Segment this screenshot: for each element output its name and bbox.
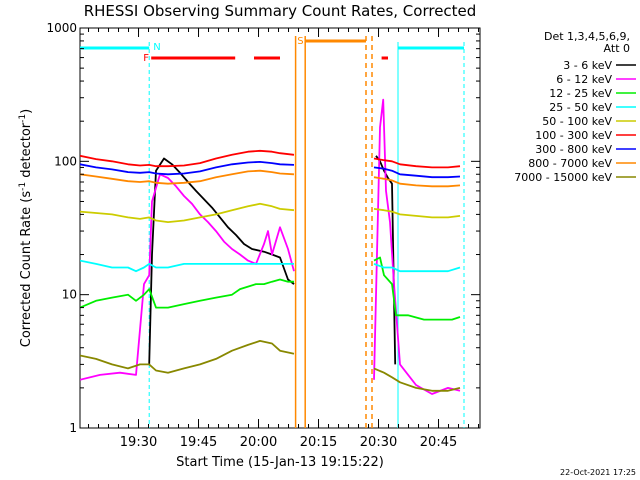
legend-label: 300 - 800 keV bbox=[535, 143, 612, 156]
y-axis-label-part1: Corrected Count Rate (s bbox=[19, 191, 34, 348]
x-axis: 19:30 19:45 20:00 20:15 20:30 20:45 bbox=[88, 28, 480, 450]
x-axis-label: Start Time (15-Jan-13 19:15:22) bbox=[176, 455, 384, 470]
legend-label: 50 - 100 keV bbox=[542, 115, 612, 128]
legend-header-2: Att 0 bbox=[604, 42, 630, 55]
legend-header-1: Det 1,3,4,5,6,9, bbox=[544, 30, 630, 43]
series-line bbox=[80, 98, 461, 395]
y-axis-label: Corrected Count Rate (s-1 detector-1) bbox=[18, 109, 34, 347]
x-tick-label: 20:30 bbox=[360, 435, 397, 450]
series-layer bbox=[80, 98, 461, 395]
y-tick-label: 1 bbox=[69, 421, 77, 435]
series-line bbox=[80, 259, 461, 273]
y-axis-label-sup1: -1 bbox=[18, 182, 28, 191]
footer-date: 22-Oct-2021 17:25 bbox=[560, 468, 636, 477]
plot-frame bbox=[79, 27, 481, 429]
chart-title: RHESSI Observing Summary Count Rates, Co… bbox=[84, 2, 477, 20]
x-tick-label: 19:30 bbox=[120, 435, 157, 450]
y-axis-label-part3: ) bbox=[19, 109, 34, 114]
legend-label: 800 - 7000 keV bbox=[528, 157, 612, 170]
series-line bbox=[80, 169, 461, 188]
markers-layer bbox=[148, 36, 465, 428]
y-axis: 1 10 100 1000 bbox=[46, 21, 480, 435]
x-tick-label: 19:45 bbox=[180, 435, 217, 450]
y-tick-label: 100 bbox=[54, 154, 77, 168]
flags-layer: NF S bbox=[80, 36, 464, 64]
legend-label: 100 - 300 keV bbox=[535, 129, 612, 142]
series-line bbox=[80, 202, 461, 223]
y-axis-label-part2: detector bbox=[19, 122, 34, 182]
series-line bbox=[80, 256, 461, 321]
flag-label: S bbox=[297, 36, 303, 47]
x-tick-label: 20:15 bbox=[300, 435, 337, 450]
legend-label: 3 - 6 keV bbox=[563, 59, 612, 72]
flag-label: F bbox=[143, 53, 149, 64]
y-axis-label-sup2: -1 bbox=[18, 114, 28, 123]
legend-label: 12 - 25 keV bbox=[549, 87, 612, 100]
x-tick-label: 20:45 bbox=[420, 435, 457, 450]
y-tick-label: 1000 bbox=[46, 21, 77, 35]
series-line bbox=[80, 161, 461, 179]
series-line bbox=[80, 149, 461, 169]
flag-label: N bbox=[153, 42, 160, 53]
legend-label: 7000 - 15000 keV bbox=[514, 171, 612, 184]
legend-label: 25 - 50 keV bbox=[549, 101, 612, 114]
y-tick-label: 10 bbox=[62, 288, 77, 302]
series-line bbox=[80, 340, 461, 392]
x-tick-label: 20:00 bbox=[240, 435, 277, 450]
legend-label: 6 - 12 keV bbox=[556, 73, 612, 86]
series-line bbox=[148, 155, 397, 365]
